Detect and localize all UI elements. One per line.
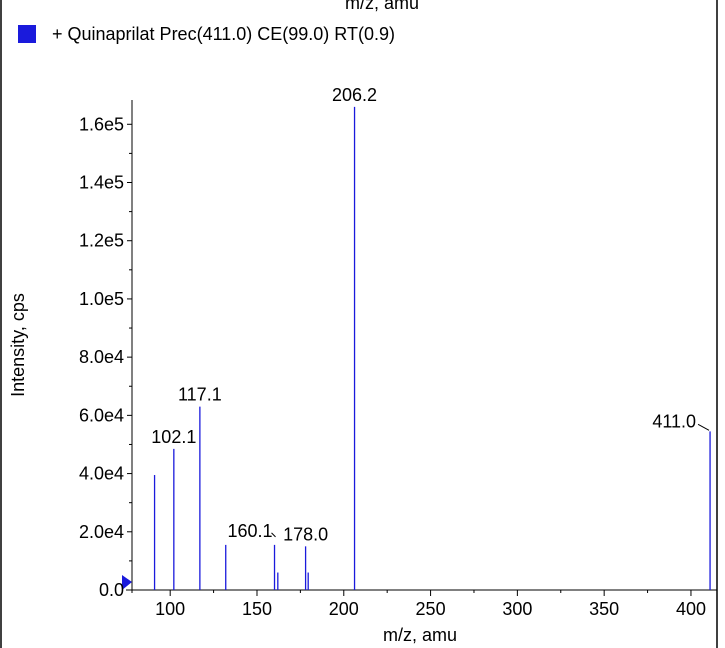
legend-swatch [18,25,36,43]
origin-marker-icon [122,575,132,590]
x-tick-label: 150 [242,599,272,619]
y-tick-label: 1.6e5 [79,114,124,134]
x-tick-label: 350 [589,599,619,619]
x-tick-label: 100 [155,599,185,619]
peak-label: 178.0 [283,524,328,544]
x-axis-title: m/z, amu [383,625,457,645]
peak-label-leader [697,423,710,431]
y-tick-label: 0.0 [99,580,124,600]
top-clipped-label: m/z, amu [345,0,419,13]
y-tick-label: 1.0e5 [79,289,124,309]
y-tick-label: 1.4e5 [79,173,124,193]
peak-label: 160.1 [227,521,272,541]
y-axis-title: Intensity, cps [8,293,28,397]
y-tick-label: 2.0e4 [79,522,124,542]
y-tick-label: 6.0e4 [79,405,124,425]
peak-label: 117.1 [178,385,222,405]
x-tick-label: 250 [416,599,446,619]
y-tick-label: 4.0e4 [79,464,124,484]
peak-label: 206.2 [332,85,377,105]
peak-label-leader [271,532,276,538]
chart-title: + Quinaprilat Prec(411.0) CE(99.0) RT(0.… [52,24,395,44]
x-tick-label: 400 [676,599,706,619]
y-tick-label: 8.0e4 [79,347,124,367]
peak-label: 102.1 [151,427,196,447]
y-tick-label: 1.2e5 [79,231,124,251]
peak-label: 411.0 [652,411,696,431]
x-tick-label: 200 [329,599,359,619]
x-tick-label: 300 [502,599,532,619]
